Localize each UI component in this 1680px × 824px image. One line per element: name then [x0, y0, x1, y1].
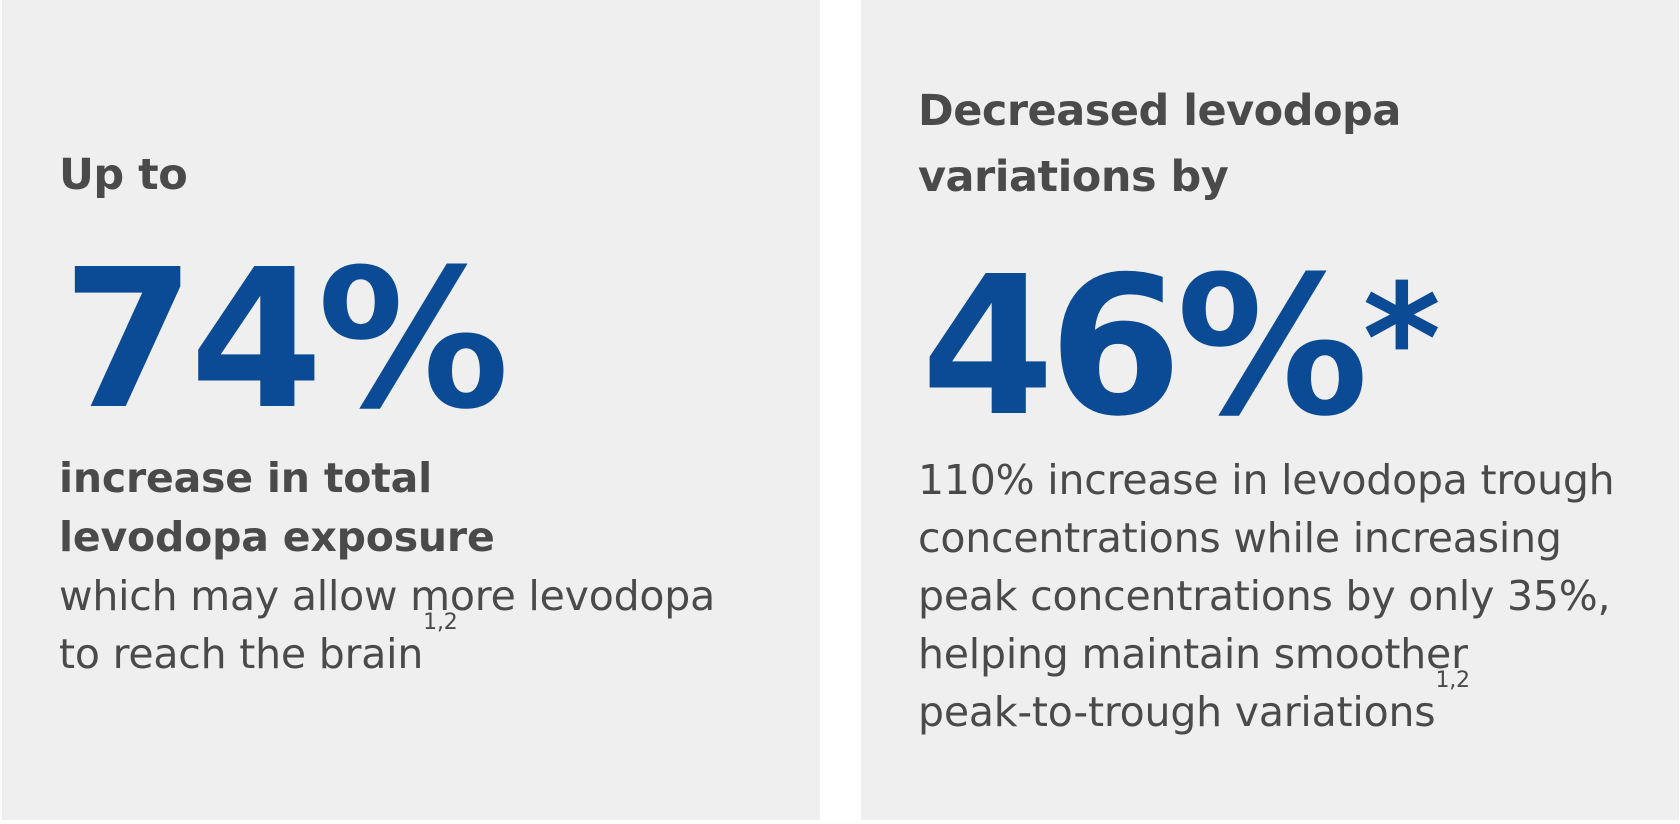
- body-line-4: helping maintain smoother: [918, 630, 1468, 678]
- footnote-asterisk: *: [1362, 253, 1442, 427]
- body-line-2: to reach the brain1,2: [59, 612, 799, 683]
- stat-value: 46%: [921, 236, 1369, 459]
- lead-line-1: Decreased levodopa: [918, 86, 1401, 136]
- headline-line-2: levodopa exposure: [59, 513, 495, 561]
- lead-text: Up to: [59, 150, 188, 200]
- headline-line-1: increase in total: [59, 454, 432, 502]
- body-line-1: 110% increase in levodopa trough: [918, 456, 1615, 504]
- body-line-2-text: to reach the brain: [59, 630, 424, 678]
- lead-text: Decreased levodopa variations by: [918, 78, 1638, 210]
- stat-description: 110% increase in levodopa trough concent…: [918, 451, 1658, 741]
- citation-ref: 1,2: [423, 610, 458, 635]
- stat-card-exposure: Up to 74% increase in total levodopa exp…: [2, 0, 820, 820]
- citation-ref: 1,2: [1435, 668, 1470, 693]
- body-line-3: peak concentrations by only 35%,: [918, 572, 1611, 620]
- body-line-5: peak-to-trough variations1,2: [918, 670, 1658, 741]
- stat-card-variations: Decreased levodopa variations by 46%* 11…: [861, 0, 1679, 820]
- body-line-5-text: peak-to-trough variations: [918, 688, 1436, 736]
- stat-value-wrapper: 46%*: [921, 252, 1441, 444]
- body-line-2: concentrations while increasing: [918, 514, 1562, 562]
- stat-description: increase in total levodopa exposure whic…: [59, 449, 799, 683]
- body-line-1: which may allow more levodopa: [59, 572, 716, 620]
- stat-value: 74%: [62, 229, 510, 452]
- lead-line-2: variations by: [918, 152, 1229, 202]
